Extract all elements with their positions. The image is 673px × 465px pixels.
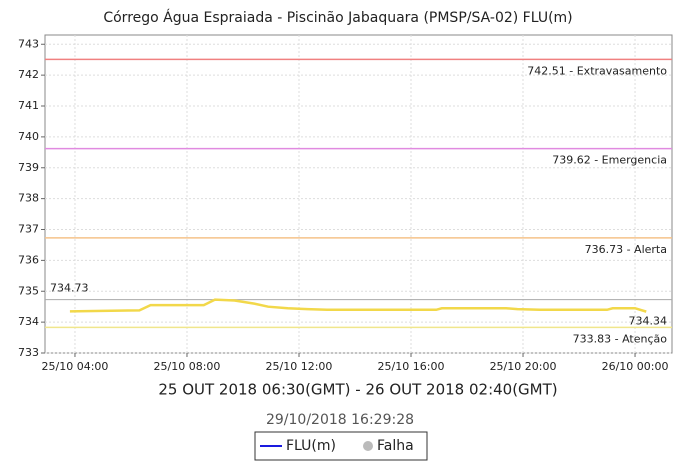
x-tick-label: 25/10 12:00	[266, 360, 333, 373]
data-line	[69, 298, 647, 313]
y-tick-label: 740	[18, 130, 39, 143]
plot-area	[44, 34, 673, 354]
y-tick-label: 743	[18, 37, 39, 50]
y-tick-label: 735	[18, 284, 39, 297]
legend-label: Falha	[377, 438, 414, 454]
y-tick-label: 739	[18, 161, 39, 174]
legend-box	[254, 431, 428, 461]
y-tick-label: 742	[18, 68, 39, 81]
legend-swatch	[363, 441, 373, 451]
peak-label: 734.73	[50, 282, 89, 295]
threshold-label: 736.73 - Alerta	[585, 243, 667, 256]
x-tick-label: 25/10 08:00	[154, 360, 221, 373]
y-tick-label: 741	[18, 99, 39, 112]
legend-label: FLU(m)	[286, 438, 336, 454]
x-axis-label: 25 OUT 2018 06:30(GMT) - 26 OUT 2018 02:…	[158, 381, 557, 399]
y-tick-label: 738	[18, 192, 39, 205]
x-tick-label: 25/10 04:00	[42, 360, 109, 373]
x-tick-label: 25/10 16:00	[378, 360, 445, 373]
chart-title: Córrego Água Espraiada - Piscinão Jabaqu…	[103, 9, 572, 26]
threshold-label: 733.83 - Atenção	[573, 332, 668, 345]
y-tick-label: 736	[18, 253, 39, 266]
x-tick-label: 25/10 20:00	[490, 360, 557, 373]
y-tick-label: 733	[18, 346, 39, 359]
last-value-label: 734.34	[629, 315, 668, 328]
x-tick-label: 26/10 00:00	[602, 360, 669, 373]
threshold-label: 742.51 - Extravasamento	[527, 64, 667, 77]
y-tick-label: 737	[18, 223, 39, 236]
y-tick-label: 734	[18, 315, 39, 328]
threshold-label: 739.62 - Emergencia	[552, 154, 667, 167]
timestamp: 29/10/2018 16:29:28	[266, 412, 414, 428]
